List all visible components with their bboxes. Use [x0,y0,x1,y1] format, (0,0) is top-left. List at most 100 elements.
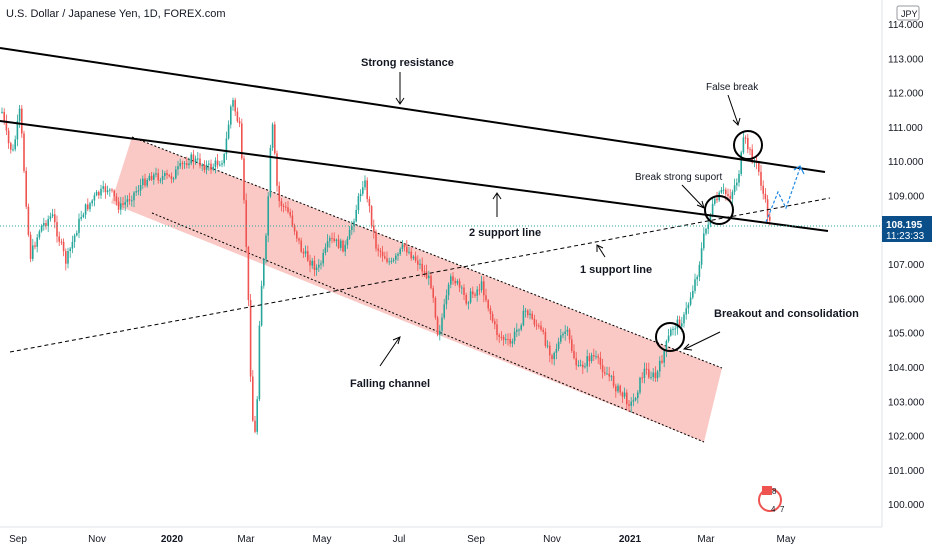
candle-body [608,373,610,377]
candle-body [421,263,423,272]
candle-body [131,200,133,202]
candle-body [516,329,518,332]
price-tick-label: 102.000 [888,432,925,443]
candle-body [223,153,225,164]
candle-body [203,164,206,170]
candle-body [23,133,25,171]
candle-body [166,173,168,176]
chart-title: U.S. Dollar / Japanese Yen, 1D, FOREX.co… [6,8,226,20]
candle-body [144,178,146,186]
candle-body [124,202,126,205]
candle-body [199,158,201,166]
candle-body [509,339,511,344]
candle-body [82,214,85,218]
candle-body [766,199,769,217]
candle-body [102,186,104,189]
candle-body [351,226,353,230]
candle-body [115,196,118,202]
candle-body [403,244,406,247]
candle-body [18,108,21,122]
time-tick-label: Sep [9,534,27,545]
candle-body [502,337,505,340]
candle-body [467,302,470,304]
candle-body [216,160,219,166]
candle-body [172,178,175,180]
candle-body [665,340,668,352]
support-line-2[interactable] [0,120,829,232]
candle-body [645,368,648,370]
candle-body [128,199,131,201]
candle-body [661,360,663,363]
candle-body [329,237,331,242]
channel-upper-line[interactable] [131,136,723,369]
candle-body [265,235,267,260]
svg-text:8: 8 [772,487,777,496]
candle-body [395,255,397,260]
candle-body [95,191,98,196]
candle-body [584,366,586,368]
support-line-1[interactable] [9,197,831,353]
candle-body [476,289,478,296]
candle-body [487,300,489,309]
candle-body [599,357,602,365]
candle-body [390,260,393,262]
candle-body [280,201,283,206]
candle-body [62,241,65,252]
candle-body [747,138,749,150]
price-tick-label: 101.000 [888,466,925,477]
candle-body [511,340,514,344]
candle-body [353,221,355,227]
candle-body [412,256,415,259]
time-tick-label: Jul [393,534,406,545]
candle-body [76,232,78,236]
currency-badge-box[interactable] [896,5,920,21]
candle-body [751,149,753,163]
candle-body [122,203,124,205]
candle-body [535,324,538,326]
candle-body [637,392,639,398]
candle-body [67,250,69,264]
candle-body [769,216,771,221]
time-tick-label: Sep [467,534,485,545]
price-tick-label: 109.000 [888,192,925,203]
candle-body [615,386,617,392]
candle-body [69,248,71,251]
candle-body [553,352,555,360]
candle-body [168,175,170,177]
candle-body [106,190,109,193]
candle-body [674,328,676,330]
candle-body [25,170,27,207]
candle-body [324,247,327,253]
candle-body [177,166,179,170]
candle-body [634,397,637,401]
candle-body [648,369,650,378]
candle-body [71,241,74,249]
time-tick-label: Nov [88,534,106,545]
candle-body [678,319,681,327]
candle-body [586,356,588,367]
candle-body [287,207,289,213]
candle-body [252,376,254,421]
candle-body [725,189,727,195]
strong-resistance-line[interactable] [0,47,826,173]
candle-body [84,204,87,215]
candle-body [113,190,115,197]
candle-body [335,239,338,242]
candle-body [687,304,690,309]
candle-body [133,192,135,201]
candle-body [298,238,300,241]
candle-body [10,143,12,150]
candle-body [478,289,481,291]
candle-body [722,189,725,191]
price-tick-label: 105.000 [888,329,925,340]
candle-body [313,260,316,271]
candle-body [190,154,192,164]
candle-body [311,260,313,266]
candle-body [100,188,102,196]
price-tag-box [882,216,932,242]
price-axis[interactable] [882,0,932,550]
candle-body [1,111,3,113]
candle-body [401,244,404,249]
candle-body [681,323,683,327]
